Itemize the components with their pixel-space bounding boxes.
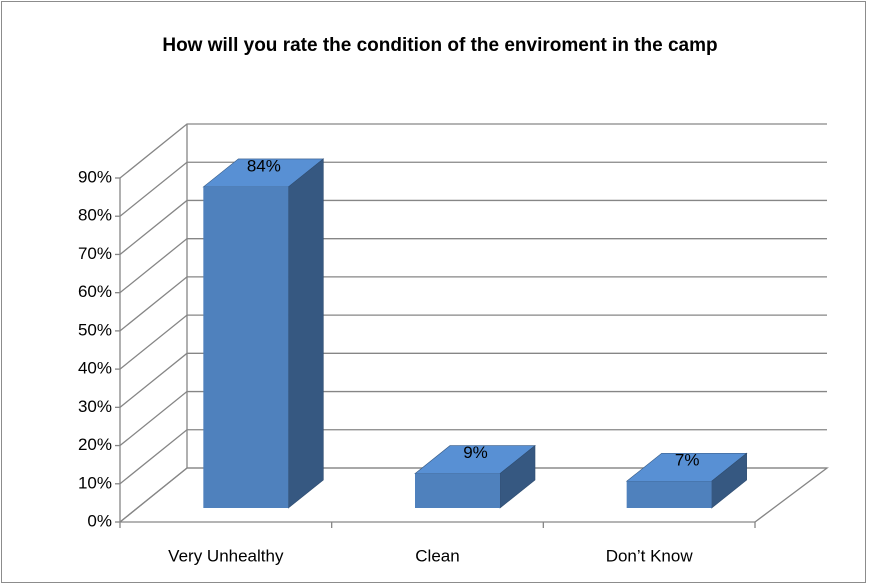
x-tick-label: Don’t Know xyxy=(606,546,694,565)
value-label: 7% xyxy=(675,451,700,470)
grid-line xyxy=(119,238,827,294)
grid-line xyxy=(119,467,827,523)
chart-title: How will you rate the condition of the e… xyxy=(162,35,718,56)
x-tick-label: Very Unhealthy xyxy=(168,546,284,565)
y-tick-label: 60% xyxy=(78,282,112,301)
value-label: 9% xyxy=(463,443,488,462)
y-tick-label: 30% xyxy=(78,397,112,416)
y-tick-label: 50% xyxy=(78,320,112,339)
y-tick-label: 70% xyxy=(78,244,112,263)
grid-line xyxy=(119,276,827,332)
y-tick-label: 80% xyxy=(78,206,112,225)
grid-line xyxy=(119,352,827,408)
value-label: 84% xyxy=(247,156,281,175)
y-tick-label: 20% xyxy=(78,435,112,454)
bar xyxy=(203,186,289,508)
y-tick-label: 10% xyxy=(78,473,112,492)
y-tick-label: 90% xyxy=(78,167,112,186)
bar xyxy=(626,481,712,508)
bar-side xyxy=(288,158,324,509)
grid-line xyxy=(119,161,827,217)
grid-line xyxy=(119,123,827,179)
y-tick-label: 40% xyxy=(78,359,112,378)
x-tick-label: Clean xyxy=(415,546,459,565)
grid-line xyxy=(119,390,827,447)
bar xyxy=(415,473,500,508)
y-tick-label: 0% xyxy=(87,511,112,530)
grid-line xyxy=(119,314,827,370)
grid-line xyxy=(119,429,827,485)
grid-line xyxy=(119,199,827,255)
